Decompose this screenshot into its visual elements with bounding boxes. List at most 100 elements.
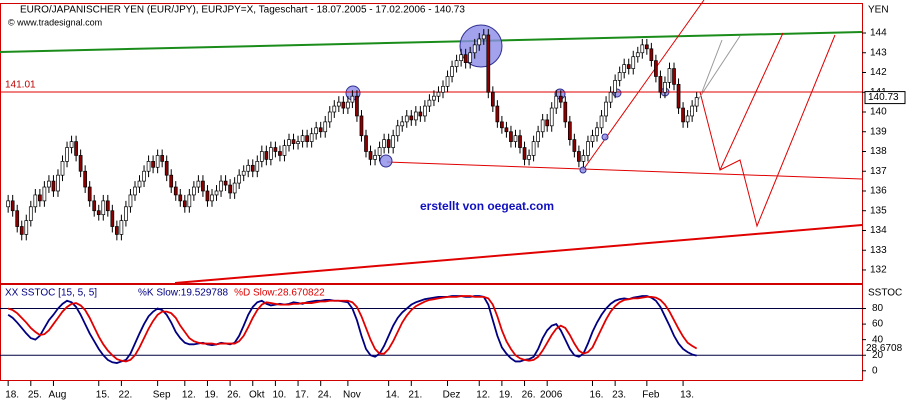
candle-body	[250, 164, 255, 172]
candle-body	[545, 119, 550, 127]
candle-body	[119, 220, 124, 235]
candle-body	[214, 190, 219, 196]
level-label: 141.01	[5, 80, 36, 91]
candle-body	[87, 186, 92, 202]
candle-body	[146, 161, 151, 172]
candle-body	[373, 155, 377, 160]
legend-entry: %D Slow:28.670822	[234, 288, 325, 299]
candle-body	[658, 76, 663, 93]
annotation: erstellt von oegeat.com	[420, 199, 554, 213]
channel-line	[582, 0, 705, 171]
candle-body	[192, 186, 196, 196]
candle-body	[663, 82, 667, 93]
candle-body	[269, 147, 273, 160]
candle-body	[445, 76, 450, 87]
candle-body	[182, 200, 187, 208]
candle-body	[47, 180, 51, 188]
candle-body	[210, 194, 214, 202]
x-tick-label: 2006	[540, 390, 563, 401]
candle-body	[427, 99, 432, 107]
candle-body	[599, 115, 604, 129]
candle-body	[237, 174, 242, 184]
y-tick-label: 132	[870, 265, 887, 276]
candle-body	[676, 84, 681, 109]
candle-body	[187, 194, 192, 208]
projection	[699, 34, 836, 228]
x-tick-label: 22.	[118, 390, 132, 401]
candle-body	[404, 115, 409, 123]
candle-body	[472, 44, 477, 54]
candle-body	[572, 139, 577, 152]
x-tick-label: 19.	[499, 390, 513, 401]
candle-body	[527, 155, 531, 160]
indicator-y-tick-label: 40	[872, 334, 884, 345]
candle-body	[228, 184, 232, 194]
indicator-last-label: 28.6708	[866, 343, 903, 354]
x-tick-label: 25.	[28, 390, 42, 401]
candle-body	[124, 206, 128, 221]
candle-body	[241, 170, 246, 176]
candle-body	[28, 206, 33, 221]
candle-body	[259, 151, 264, 162]
candle-body	[155, 155, 160, 168]
indicator-title: XX SSTOC [15, 5, 5]	[5, 288, 97, 299]
candle-body	[223, 180, 228, 186]
candle-body	[554, 95, 559, 109]
candle-body	[558, 95, 563, 103]
candle-body	[160, 155, 165, 162]
candle-body	[151, 161, 155, 168]
candle-body	[323, 121, 328, 133]
candle-body	[359, 115, 364, 137]
candle-body	[350, 95, 355, 103]
y-tick-label: 135	[870, 205, 887, 216]
candle-body	[291, 139, 296, 144]
candle-body	[513, 135, 518, 142]
candle-body	[450, 66, 454, 77]
candle-body	[51, 180, 56, 192]
x-tick-label: Sep	[153, 390, 171, 401]
x-tick-label: 14.	[386, 390, 400, 401]
candle-body	[577, 151, 581, 162]
y-tick-label: 136	[870, 186, 887, 197]
candle-body	[169, 174, 174, 188]
x-tick-label: Nov	[343, 390, 361, 401]
candle-body	[346, 101, 350, 109]
candle-body	[667, 68, 672, 83]
x-tick-label: 15.	[96, 390, 110, 401]
candle-body	[278, 151, 282, 156]
candle-body	[432, 95, 436, 101]
candle-body	[78, 155, 83, 172]
candle-body	[423, 105, 427, 117]
x-tick-label: 13.	[680, 390, 694, 401]
candle-body	[83, 170, 88, 188]
x-tick-label: 26.	[522, 390, 536, 401]
candle-body	[10, 200, 15, 212]
last-price-label: 140.73	[868, 92, 899, 103]
candle-body	[341, 101, 346, 109]
y-axis-label: YEN	[868, 5, 889, 16]
candle-body	[581, 155, 586, 162]
x-tick-label: 24.	[318, 390, 332, 401]
candle-body	[486, 34, 491, 93]
candle-body	[69, 141, 74, 148]
candle-body	[626, 64, 631, 69]
candle-body	[296, 141, 300, 144]
candle-body	[42, 186, 47, 202]
candle-body	[142, 170, 146, 182]
candle-body	[477, 38, 482, 46]
candle-body	[332, 105, 337, 113]
indicator-line	[7, 295, 698, 363]
candle-body	[105, 200, 110, 212]
candle-body	[318, 127, 323, 133]
x-tick-label: 21.	[408, 390, 422, 401]
candle-body	[490, 91, 495, 107]
candle-body	[314, 127, 319, 135]
candle-body	[196, 180, 201, 188]
candle-body	[133, 186, 137, 196]
candle-body	[300, 135, 305, 142]
candle-body	[128, 194, 133, 208]
candle-body	[391, 135, 396, 148]
candle-body	[644, 44, 649, 50]
candle-body	[567, 121, 572, 140]
